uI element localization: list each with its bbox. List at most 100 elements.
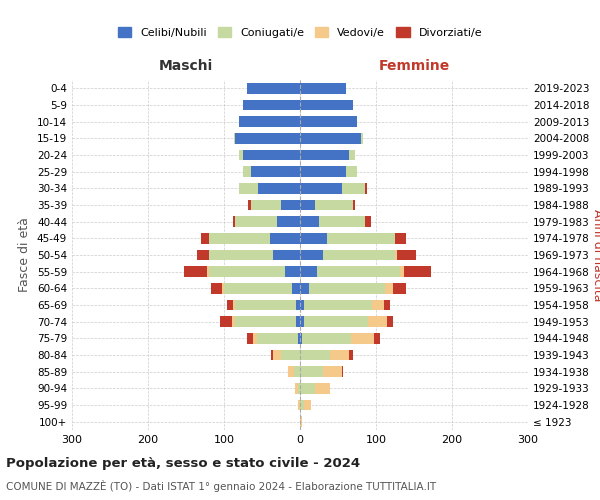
Text: COMUNE DI MAZZÈ (TO) - Dati ISTAT 1° gennaio 2024 - Elaborazione TUTTITALIA.IT: COMUNE DI MAZZÈ (TO) - Dati ISTAT 1° gen… <box>6 480 436 492</box>
Bar <box>300 300 304 310</box>
Bar <box>346 166 357 177</box>
Y-axis label: Fasce di età: Fasce di età <box>19 218 31 292</box>
Bar <box>207 266 209 277</box>
Bar <box>300 416 302 427</box>
Bar <box>247 83 300 94</box>
Bar <box>323 366 342 377</box>
Bar <box>300 366 323 377</box>
Bar <box>315 383 331 394</box>
Bar <box>295 383 298 394</box>
Bar <box>296 316 300 327</box>
Bar <box>368 316 388 327</box>
Bar <box>234 133 235 144</box>
Bar <box>243 150 300 160</box>
Legend: Celibi/Nubili, Coniugati/e, Vedovi/e, Divorziati/e: Celibi/Nubili, Coniugati/e, Vedovi/e, Di… <box>113 22 487 42</box>
Text: Femmine: Femmine <box>379 60 449 74</box>
Text: Maschi: Maschi <box>159 60 213 74</box>
Bar <box>281 350 300 360</box>
Bar <box>342 183 365 194</box>
Bar <box>374 333 380 344</box>
Bar <box>274 250 300 260</box>
Bar <box>298 383 300 394</box>
Bar <box>300 350 331 360</box>
Bar <box>209 233 269 244</box>
Bar <box>220 316 232 327</box>
Bar <box>209 250 274 260</box>
Bar <box>302 333 351 344</box>
Bar <box>247 333 253 344</box>
Bar <box>251 200 281 210</box>
Bar <box>300 200 315 210</box>
Bar <box>233 216 235 227</box>
Bar <box>258 183 300 194</box>
Bar <box>400 266 404 277</box>
Bar <box>395 233 406 244</box>
Bar <box>304 300 372 310</box>
Bar <box>224 283 292 294</box>
Bar <box>223 283 224 294</box>
Bar <box>296 300 300 310</box>
Bar <box>294 366 300 377</box>
Bar <box>248 200 251 210</box>
Bar <box>288 366 294 377</box>
Bar <box>300 233 326 244</box>
Bar <box>285 266 300 277</box>
Bar <box>243 166 251 177</box>
Bar <box>300 150 349 160</box>
Bar <box>388 316 394 327</box>
Bar <box>281 200 300 210</box>
Bar <box>209 266 285 277</box>
Bar <box>239 116 300 127</box>
Bar <box>326 233 395 244</box>
Bar <box>300 83 346 94</box>
Bar <box>251 166 300 177</box>
Bar <box>319 216 365 227</box>
Bar <box>269 233 300 244</box>
Bar <box>300 333 302 344</box>
Bar <box>227 300 233 310</box>
Bar <box>365 216 371 227</box>
Bar <box>197 250 209 260</box>
Bar <box>211 283 223 294</box>
Bar <box>404 266 431 277</box>
Text: Popolazione per età, sesso e stato civile - 2024: Popolazione per età, sesso e stato civil… <box>6 458 360 470</box>
Bar <box>300 250 323 260</box>
Bar <box>300 133 361 144</box>
Bar <box>342 366 343 377</box>
Bar <box>257 333 298 344</box>
Bar <box>271 350 274 360</box>
Bar <box>372 300 383 310</box>
Bar <box>235 216 277 227</box>
Bar <box>315 200 353 210</box>
Bar <box>300 100 353 110</box>
Bar <box>232 316 235 327</box>
Bar <box>253 333 257 344</box>
Bar <box>233 300 235 310</box>
Bar <box>300 166 346 177</box>
Bar <box>300 283 309 294</box>
Bar <box>300 316 304 327</box>
Bar <box>292 283 300 294</box>
Bar <box>304 316 368 327</box>
Bar <box>243 100 300 110</box>
Bar <box>184 266 207 277</box>
Bar <box>235 133 300 144</box>
Bar <box>385 283 393 294</box>
Bar <box>300 216 319 227</box>
Bar <box>239 150 243 160</box>
Y-axis label: Anni di nascita: Anni di nascita <box>590 209 600 301</box>
Bar <box>298 400 300 410</box>
Bar <box>365 183 367 194</box>
Bar <box>235 316 296 327</box>
Bar <box>300 183 342 194</box>
Bar <box>349 150 355 160</box>
Bar <box>323 250 395 260</box>
Bar <box>300 266 317 277</box>
Bar <box>349 350 353 360</box>
Bar <box>397 250 416 260</box>
Bar <box>300 116 357 127</box>
Bar <box>317 266 400 277</box>
Bar <box>304 400 311 410</box>
Bar <box>235 300 296 310</box>
Bar <box>331 350 349 360</box>
